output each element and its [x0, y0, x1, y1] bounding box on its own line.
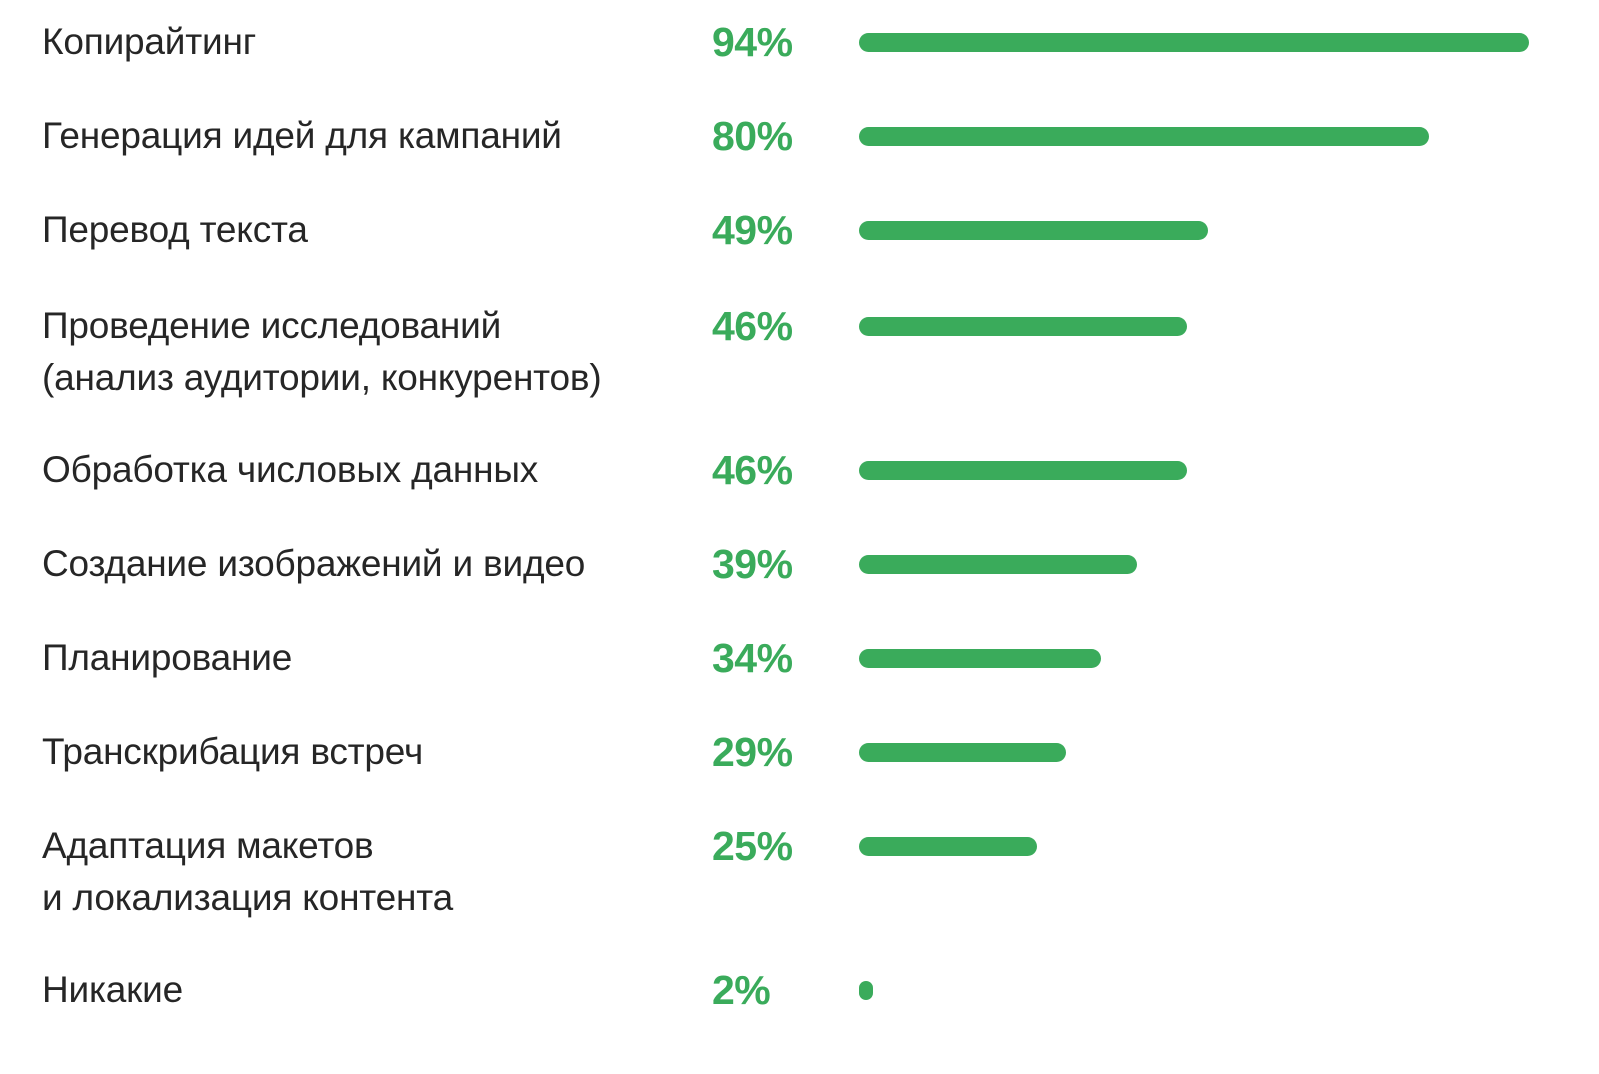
- value-label: 46%: [712, 447, 793, 493]
- category-label: Никакие: [42, 969, 183, 1010]
- category-label: Адаптация макетов и локализация контента: [42, 825, 453, 918]
- category-label: Перевод текста: [42, 209, 308, 250]
- category-label: Транскрибация встреч: [42, 731, 424, 772]
- value-label: 25%: [712, 823, 793, 869]
- bar: [859, 742, 1066, 762]
- value-label: 34%: [712, 635, 793, 681]
- category-label: Генерация идей для кампаний: [42, 115, 562, 156]
- value-label: 80%: [712, 113, 793, 159]
- bar: [859, 648, 1102, 668]
- bar: [859, 32, 1529, 52]
- category-label: Создание изображений и видео: [42, 543, 586, 584]
- value-label: 94%: [712, 19, 793, 65]
- value-label: 2%: [712, 967, 771, 1013]
- bar: [859, 836, 1038, 856]
- category-label: Планирование: [42, 637, 293, 678]
- bar: [859, 980, 874, 1000]
- bar: [859, 126, 1430, 146]
- value-label: 46%: [712, 303, 793, 349]
- category-label: Проведение исследований (анализ аудитори…: [42, 305, 602, 398]
- category-label: Обработка числовых данных: [42, 449, 539, 490]
- bar: [859, 554, 1137, 574]
- value-label: 29%: [712, 729, 793, 775]
- bar: [859, 460, 1187, 480]
- bar: [859, 220, 1209, 240]
- value-label: 49%: [712, 207, 793, 253]
- category-label: Копирайтинг: [42, 21, 257, 62]
- bar: [859, 316, 1187, 336]
- value-label: 39%: [712, 541, 793, 587]
